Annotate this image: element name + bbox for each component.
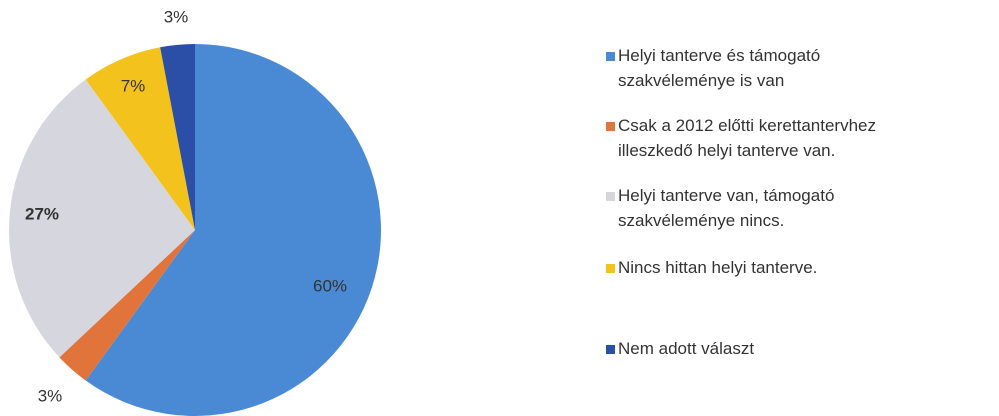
legend-swatch	[606, 264, 615, 273]
pie-slice	[85, 44, 381, 416]
legend-label: Helyi tanterve van, támogató szakvélemén…	[618, 186, 835, 230]
data-label: 3%	[164, 7, 189, 26]
data-label: 27%	[25, 204, 59, 223]
data-label: 3%	[38, 386, 63, 405]
pie-slice	[59, 230, 195, 381]
legend-label: Helyi tanterve és támogató szakvéleménye…	[618, 46, 821, 90]
legend-label: Nem adott választ	[618, 339, 755, 358]
legend-label: Csak a 2012 előtti kerettantervhez illes…	[618, 116, 876, 160]
legend-entry: Nem adott választ	[606, 336, 755, 361]
pie-slice	[160, 44, 195, 230]
legend-entry: Nincs hittan helyi tanterve.	[606, 255, 818, 280]
legend-entry: Csak a 2012 előtti kerettantervhez illes…	[606, 113, 876, 163]
data-label: 7%	[121, 76, 146, 95]
pie-slice	[8, 79, 195, 358]
legend-entry: Helyi tanterve van, támogató szakvélemén…	[606, 183, 835, 233]
legend-label: Nincs hittan helyi tanterve.	[618, 258, 818, 277]
legend-swatch	[606, 122, 615, 131]
data-label: 60%	[313, 276, 347, 295]
legend-swatch	[606, 192, 615, 201]
legend-swatch	[606, 345, 615, 354]
legend-entry: Helyi tanterve és támogató szakvéleménye…	[606, 43, 821, 93]
pie-slice	[85, 47, 195, 230]
legend-swatch	[606, 52, 615, 61]
